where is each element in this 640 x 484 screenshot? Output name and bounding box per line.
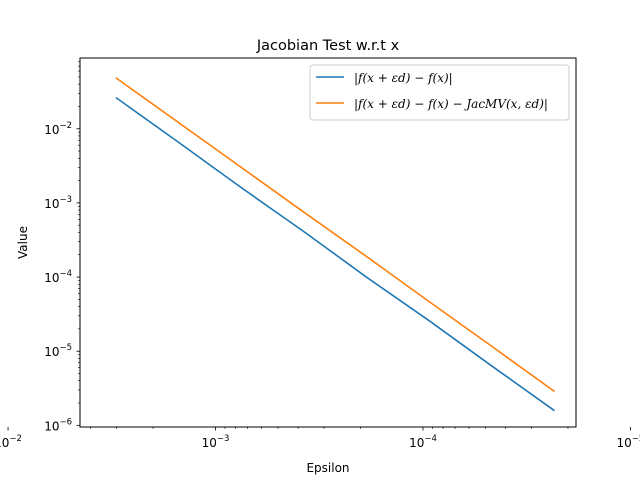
plot-frame	[79, 57, 577, 428]
series-layer	[115, 77, 555, 412]
series-line-absolute-difference	[115, 96, 555, 412]
y-tick-label: 10−4	[44, 269, 72, 285]
x-axis-label: Epsilon	[306, 461, 349, 475]
legend-box	[309, 64, 570, 121]
y-axis-label: Value	[16, 226, 30, 259]
y-tick-label: 10−3	[44, 195, 72, 211]
x-tick-label: 10−4	[409, 434, 437, 450]
y-axis-ticks: 10−6 10−5 10−4 10−3 10−2	[44, 121, 80, 433]
x-tick-label: 10−5	[617, 434, 640, 450]
y-tick-label: 10−6	[44, 417, 72, 433]
y-tick-label: 10−2	[44, 121, 72, 137]
legend-label-jacobian-residual: |f(x + εd) − f(x) − JacMV(x, εd)|	[354, 97, 548, 111]
legend: |f(x + εd) − f(x)| |f(x + εd) − f(x) − J…	[309, 64, 570, 121]
x-axis-ticks: 10−2 10−3 10−4 10−5	[0, 427, 640, 450]
y-tick-label: 10−5	[44, 343, 72, 359]
x-tick-label: 10−2	[0, 434, 22, 450]
chart-title: Jacobian Test w.r.t x	[256, 38, 400, 54]
legend-label-absolute-difference: |f(x + εd) − f(x)|	[354, 71, 453, 85]
series-line-jacobian-residual	[115, 77, 555, 393]
x-tick-label: 10−3	[202, 434, 230, 450]
